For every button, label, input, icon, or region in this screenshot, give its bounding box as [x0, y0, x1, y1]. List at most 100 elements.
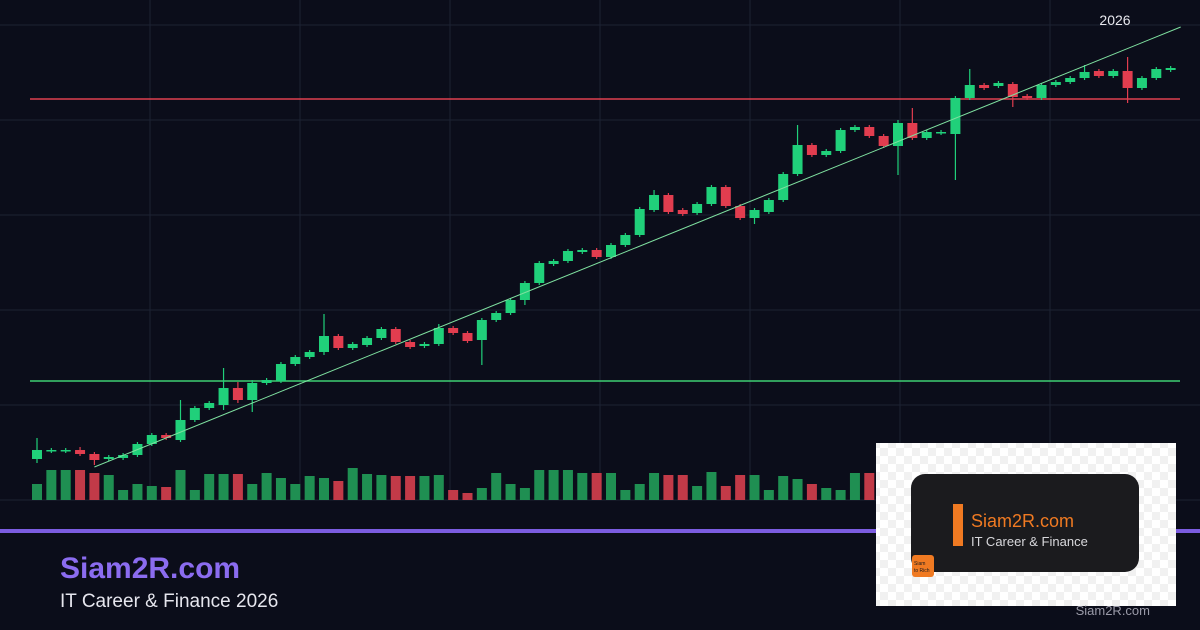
candle-body: [548, 261, 559, 264]
volume-bar: [821, 488, 832, 500]
candle-body: [677, 210, 688, 214]
volume-bar: [218, 474, 229, 500]
candle-body: [46, 450, 57, 452]
volume-bar: [720, 486, 731, 500]
logo-bottom: to Rich: [914, 568, 930, 574]
candle-body: [606, 245, 616, 257]
candle-body: [907, 123, 918, 138]
candle-body: [204, 403, 215, 408]
volume-bar: [620, 490, 631, 500]
candle-body: [577, 250, 588, 252]
candle-body: [663, 195, 674, 212]
period-label: 2026: [1099, 12, 1130, 28]
candle-body: [32, 450, 42, 459]
candle-body: [1007, 84, 1018, 97]
candle-body: [146, 435, 157, 444]
volume-bar: [189, 490, 200, 500]
candle-body: [319, 336, 329, 352]
volume-bar: [864, 473, 875, 500]
candle-body: [821, 151, 832, 155]
candle-body: [275, 364, 286, 381]
volume-bar: [419, 476, 430, 500]
volume-bar: [75, 470, 86, 500]
candle-body: [1050, 82, 1061, 85]
brand-tagline: IT Career & Finance 2026: [60, 591, 278, 612]
candle-body: [333, 336, 344, 348]
volume-bar: [232, 474, 243, 500]
volume-bar: [89, 473, 100, 500]
volume-bar: [448, 490, 459, 500]
candle-body: [534, 263, 545, 283]
trend-line: [94, 26, 1181, 468]
candle-body: [390, 329, 401, 342]
volume-bar: [491, 473, 502, 500]
candle-body: [218, 388, 229, 405]
candle-body: [448, 328, 459, 333]
volume-bar: [591, 473, 602, 500]
candle-body: [749, 210, 760, 218]
candle-body: [849, 127, 860, 130]
candle-body: [649, 195, 660, 210]
candle-body: [620, 235, 631, 245]
volume-bar: [548, 470, 559, 500]
card: [911, 474, 1139, 572]
candle-body: [562, 251, 573, 261]
brand-card: Siam2R.com IT Career & Finance Siam to R…: [876, 443, 1176, 606]
candle-body: [347, 344, 358, 348]
divider: [0, 529, 1200, 533]
volume-bar: [462, 493, 473, 500]
candle-body: [692, 204, 703, 213]
card-tagline: IT Career & Finance: [971, 534, 1088, 549]
volume-bar: [735, 475, 746, 500]
candle-body: [405, 342, 416, 347]
volume-bar: [505, 484, 516, 500]
candle-body: [921, 132, 932, 138]
candle-body: [950, 98, 961, 134]
card-logo: [912, 555, 934, 577]
candle-body: [290, 357, 301, 364]
volume-bar: [304, 476, 315, 500]
volume-bar: [376, 475, 387, 500]
volume-bar: [132, 484, 143, 500]
volume-bar: [103, 475, 114, 500]
volume-bar: [677, 475, 688, 500]
candle-body: [964, 85, 975, 98]
candle-body: [1079, 72, 1090, 78]
candle-body: [304, 352, 315, 357]
candle-body: [979, 85, 990, 88]
candle-body: [1136, 78, 1147, 88]
candle-body: [433, 328, 444, 344]
candle-body: [491, 313, 502, 320]
candle-body: [462, 333, 473, 341]
volume-bar: [476, 488, 487, 500]
volume-bar: [663, 475, 674, 500]
volume-bar: [519, 488, 530, 500]
volume-bar: [835, 490, 846, 500]
volume-bar: [706, 472, 717, 500]
candle-body: [232, 388, 243, 400]
volume-bar: [161, 487, 172, 500]
candle-body: [247, 383, 258, 400]
candle-body: [505, 300, 516, 313]
candle-body: [175, 420, 186, 440]
volume-bar: [60, 470, 71, 500]
candle-body: [1122, 71, 1133, 88]
volume-bar: [534, 470, 545, 500]
candle-body: [161, 435, 172, 438]
volume-bar: [433, 475, 444, 500]
card-name: Siam2R.com: [971, 511, 1074, 531]
candle-body: [792, 145, 803, 174]
candle-body: [864, 127, 875, 136]
volume-bar: [247, 484, 258, 500]
volume-bar: [204, 474, 215, 500]
candle-body: [835, 130, 846, 151]
candle-body: [1065, 78, 1076, 82]
volume-bar: [146, 486, 157, 500]
candle-body: [1036, 85, 1047, 98]
volume-bar: [778, 476, 789, 500]
volume-bar: [562, 470, 573, 500]
candle-body: [476, 320, 487, 340]
candle-body: [893, 123, 903, 146]
volume-bar: [347, 468, 358, 500]
